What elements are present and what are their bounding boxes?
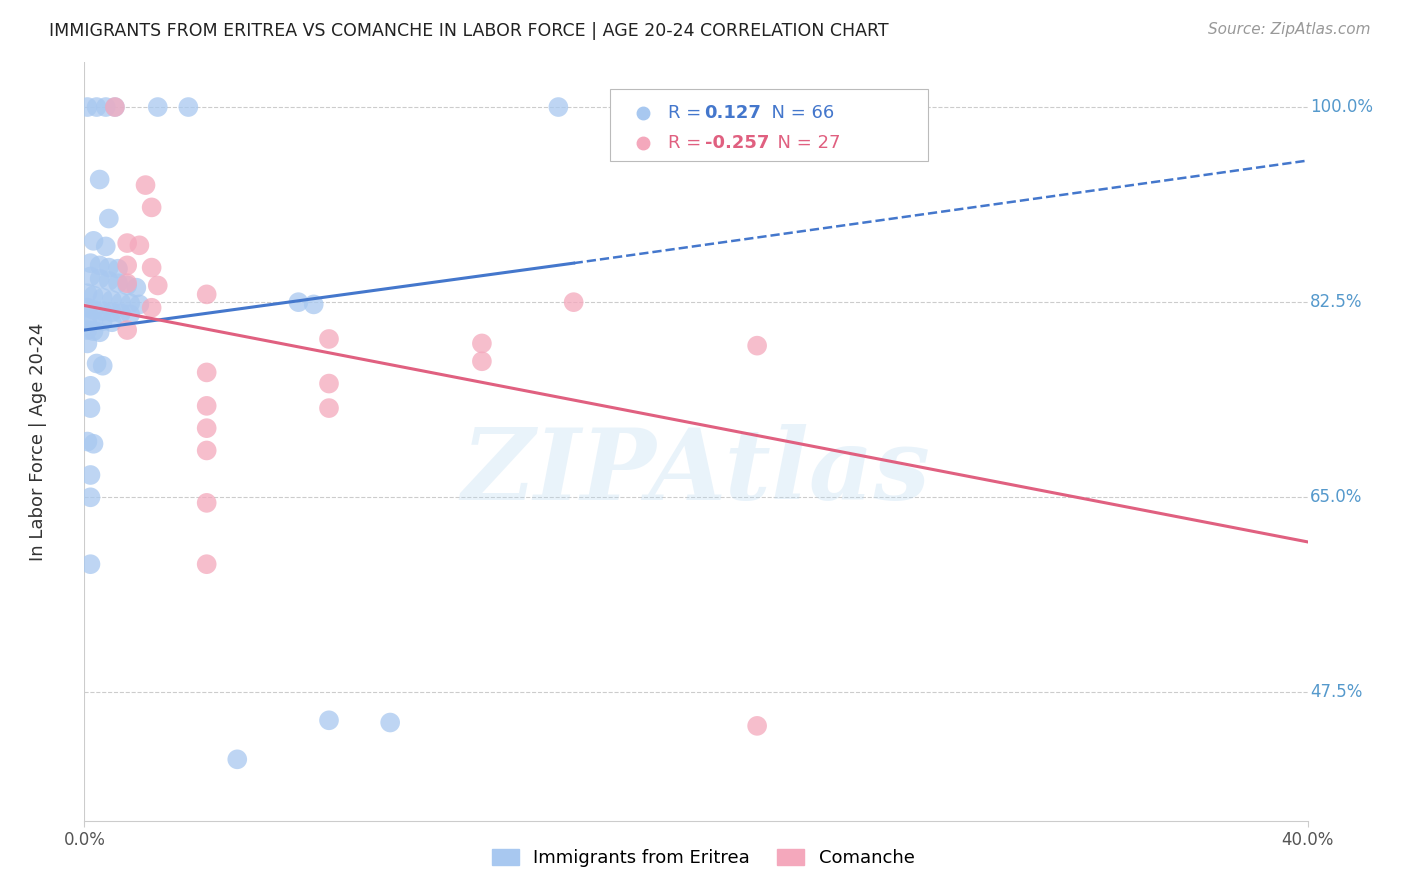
Point — [94, 100, 117, 114]
FancyBboxPatch shape — [610, 89, 928, 161]
Point — [747, 719, 769, 733]
Point — [141, 301, 163, 315]
Point — [115, 235, 138, 250]
Point — [89, 271, 111, 285]
Point — [107, 277, 129, 291]
Point — [195, 287, 218, 301]
Point — [125, 280, 148, 294]
Point — [76, 323, 98, 337]
Point — [146, 278, 169, 293]
Point — [195, 496, 218, 510]
Text: R =: R = — [668, 134, 707, 152]
Point — [94, 239, 117, 253]
Point — [110, 306, 132, 320]
Text: 82.5%: 82.5% — [1310, 293, 1362, 311]
Text: 65.0%: 65.0% — [1310, 488, 1362, 507]
Point — [101, 305, 124, 319]
Point — [86, 356, 108, 370]
Point — [89, 325, 111, 339]
Point — [195, 443, 218, 458]
Point — [115, 277, 138, 291]
Point — [318, 332, 340, 346]
Point — [135, 178, 157, 192]
Point — [471, 336, 494, 351]
Point — [128, 297, 150, 311]
Text: 100.0%: 100.0% — [1310, 98, 1374, 116]
Point — [89, 172, 111, 186]
Point — [146, 100, 169, 114]
Point — [747, 338, 769, 352]
Point — [83, 288, 105, 302]
Point — [318, 401, 340, 416]
Point — [120, 307, 142, 322]
Text: N = 27: N = 27 — [766, 134, 841, 152]
Text: N = 66: N = 66 — [759, 104, 834, 122]
Point — [318, 376, 340, 391]
Point — [79, 490, 101, 504]
Point — [91, 291, 114, 305]
Point — [79, 467, 101, 482]
Point — [76, 100, 98, 114]
Point — [226, 752, 249, 766]
Point — [318, 714, 340, 728]
Point — [287, 295, 309, 310]
Point — [79, 378, 101, 392]
Point — [76, 286, 98, 301]
Point — [79, 557, 101, 572]
Point — [91, 314, 114, 328]
Point — [562, 295, 585, 310]
Point — [83, 234, 105, 248]
Point — [76, 434, 98, 449]
Point — [91, 304, 114, 318]
Point — [141, 260, 163, 275]
Point — [177, 100, 200, 114]
Point — [110, 295, 132, 310]
Point — [302, 297, 325, 311]
Point — [115, 323, 138, 337]
Text: In Labor Force | Age 20-24: In Labor Force | Age 20-24 — [30, 322, 46, 561]
Point — [97, 211, 120, 226]
Point — [79, 269, 101, 284]
Point — [83, 303, 105, 318]
Point — [195, 421, 218, 435]
Point — [471, 354, 494, 368]
Point — [89, 259, 111, 273]
Point — [83, 313, 105, 327]
Point — [91, 359, 114, 373]
Point — [107, 261, 129, 276]
Text: 0.127: 0.127 — [704, 104, 762, 122]
Point — [195, 399, 218, 413]
Point — [104, 100, 127, 114]
Point — [76, 311, 98, 326]
Point — [86, 100, 108, 114]
Text: 47.5%: 47.5% — [1310, 683, 1362, 701]
Point — [101, 293, 124, 307]
Legend: Immigrants from Eritrea, Comanche: Immigrants from Eritrea, Comanche — [485, 841, 921, 874]
Point — [115, 278, 138, 293]
Text: IMMIGRANTS FROM ERITREA VS COMANCHE IN LABOR FORCE | AGE 20-24 CORRELATION CHART: IMMIGRANTS FROM ERITREA VS COMANCHE IN L… — [49, 22, 889, 40]
Point — [128, 238, 150, 252]
Point — [79, 401, 101, 416]
Text: ZIPAtlas: ZIPAtlas — [461, 424, 931, 520]
Point — [195, 557, 218, 572]
Point — [101, 315, 124, 329]
Point — [104, 100, 127, 114]
Text: R =: R = — [668, 104, 707, 122]
Point — [141, 200, 163, 214]
Point — [76, 336, 98, 351]
Point — [83, 324, 105, 338]
Text: Source: ZipAtlas.com: Source: ZipAtlas.com — [1208, 22, 1371, 37]
Point — [79, 256, 101, 270]
Point — [115, 259, 138, 273]
Point — [547, 100, 569, 114]
Text: -0.257: -0.257 — [704, 134, 769, 152]
Point — [380, 715, 402, 730]
Point — [76, 301, 98, 315]
Point — [195, 366, 218, 380]
Point — [83, 436, 105, 450]
Point — [97, 260, 120, 275]
Point — [97, 274, 120, 288]
Point — [120, 296, 142, 310]
